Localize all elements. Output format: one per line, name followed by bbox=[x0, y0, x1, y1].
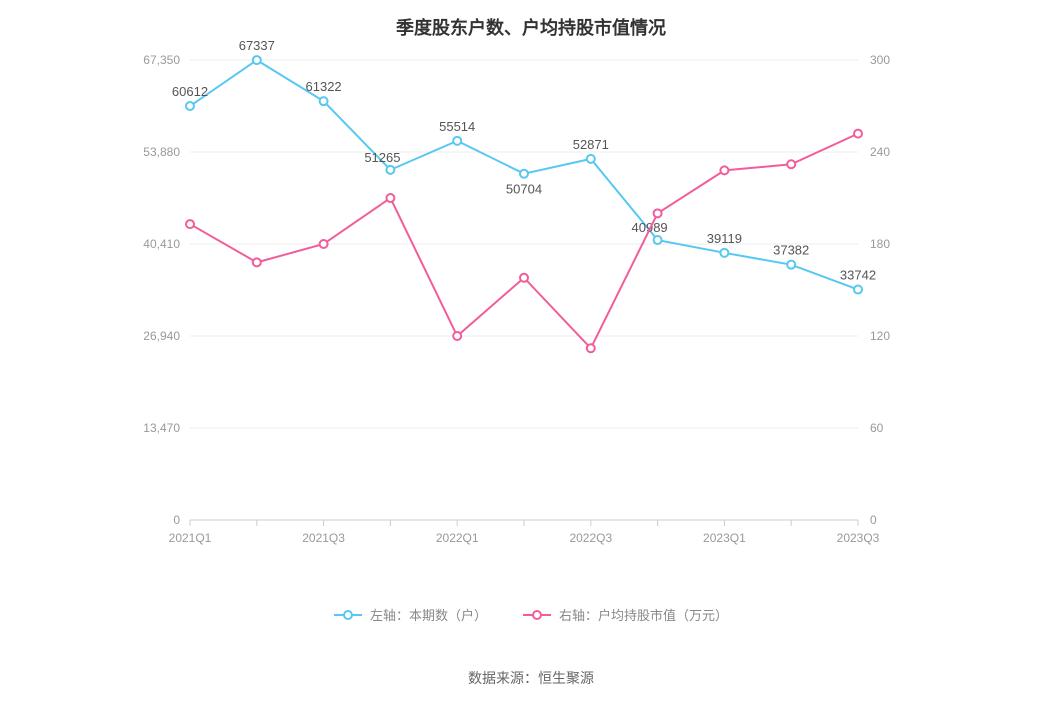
data-label: 60612 bbox=[172, 84, 208, 99]
data-label: 51265 bbox=[364, 150, 400, 165]
series-marker-s_left[interactable] bbox=[787, 261, 795, 269]
chart-source: 数据来源：恒生聚源 bbox=[0, 668, 1062, 688]
series-marker-s_right[interactable] bbox=[720, 166, 728, 174]
left-axis-tick-label: 40,410 bbox=[143, 237, 180, 251]
x-axis-tick-label: 2021Q1 bbox=[169, 531, 212, 545]
legend-label: 右轴：户均持股市值（万元） bbox=[559, 605, 728, 624]
series-marker-s_left[interactable] bbox=[253, 56, 261, 64]
left-axis-tick-label: 26,940 bbox=[143, 329, 180, 343]
right-axis-tick-label: 60 bbox=[870, 421, 884, 435]
series-marker-s_left[interactable] bbox=[186, 102, 194, 110]
data-label: 50704 bbox=[506, 182, 542, 197]
data-label: 55514 bbox=[439, 119, 475, 134]
right-axis-tick-label: 0 bbox=[870, 513, 877, 527]
left-axis-tick-label: 13,470 bbox=[143, 421, 180, 435]
right-axis-tick-label: 300 bbox=[870, 53, 890, 67]
legend-swatch bbox=[523, 608, 551, 622]
series-line-s_right bbox=[190, 134, 858, 349]
series-marker-s_left[interactable] bbox=[386, 166, 394, 174]
chart-plot: 0 13,470 26,940 40,410 53,880 67,350 0 60 120 180… bbox=[0, 0, 1062, 560]
series-marker-s_left[interactable] bbox=[854, 286, 862, 294]
series-marker-s_left[interactable] bbox=[320, 97, 328, 105]
chart-container: 季度股东户数、户均持股市值情况 013,47026,94040,41053,88… bbox=[0, 0, 1062, 718]
series-marker-s_right[interactable] bbox=[787, 160, 795, 168]
x-axis-tick-label: 2021Q3 bbox=[302, 531, 345, 545]
x-axis-tick-label: 2022Q1 bbox=[436, 531, 479, 545]
series-marker-s_right[interactable] bbox=[854, 130, 862, 138]
data-label: 37382 bbox=[773, 243, 809, 258]
series-marker-s_left[interactable] bbox=[587, 155, 595, 163]
right-axis-tick-label: 180 bbox=[870, 237, 890, 251]
series-marker-s_right[interactable] bbox=[453, 332, 461, 340]
series-marker-s_right[interactable] bbox=[253, 258, 261, 266]
series-marker-s_left[interactable] bbox=[720, 249, 728, 257]
left-axis-tick-label: 53,880 bbox=[143, 145, 180, 159]
series-marker-s_right[interactable] bbox=[654, 209, 662, 217]
x-axis-tick-label: 2023Q3 bbox=[837, 531, 880, 545]
data-label: 67337 bbox=[239, 38, 275, 53]
series-marker-s_left[interactable] bbox=[654, 236, 662, 244]
x-axis-tick-label: 2023Q1 bbox=[703, 531, 746, 545]
data-label: 39119 bbox=[707, 231, 742, 246]
data-label: 33742 bbox=[840, 268, 876, 283]
chart-legend: 左轴：本期数（户） 右轴：户均持股市值（万元） bbox=[0, 605, 1062, 625]
source-text: 数据来源：恒生聚源 bbox=[468, 670, 594, 686]
legend-item[interactable]: 右轴：户均持股市值（万元） bbox=[523, 605, 728, 624]
right-axis-tick-label: 120 bbox=[870, 329, 890, 343]
legend-label: 左轴：本期数（户） bbox=[370, 605, 487, 624]
x-axis-tick-label: 2022Q3 bbox=[569, 531, 612, 545]
series-marker-s_right[interactable] bbox=[186, 220, 194, 228]
series-marker-s_left[interactable] bbox=[520, 170, 528, 178]
series-marker-s_right[interactable] bbox=[320, 240, 328, 248]
series-marker-s_right[interactable] bbox=[520, 274, 528, 282]
right-axis-tick-label: 240 bbox=[870, 145, 890, 159]
legend-swatch bbox=[334, 608, 362, 622]
left-axis-tick-label: 0 bbox=[173, 513, 180, 527]
series-marker-s_right[interactable] bbox=[587, 344, 595, 352]
series-marker-s_right[interactable] bbox=[386, 194, 394, 202]
legend-item[interactable]: 左轴：本期数（户） bbox=[334, 605, 487, 624]
left-axis-tick-label: 67,350 bbox=[143, 53, 180, 67]
data-label: 52871 bbox=[573, 137, 609, 152]
data-label: 61322 bbox=[306, 79, 342, 94]
series-marker-s_left[interactable] bbox=[453, 137, 461, 145]
